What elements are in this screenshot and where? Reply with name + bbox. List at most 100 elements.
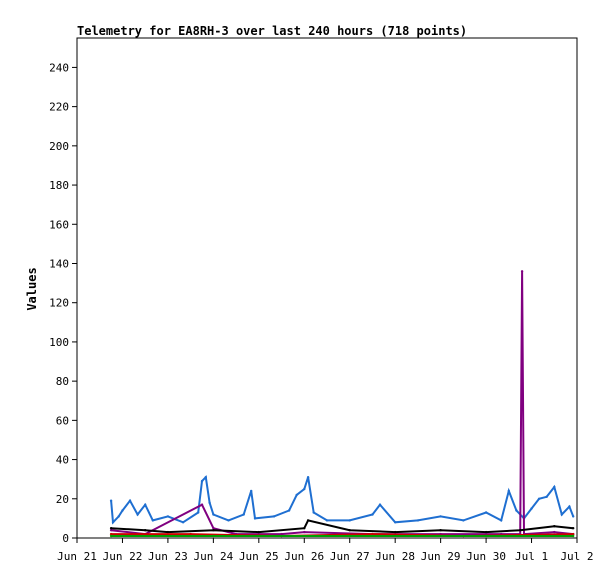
data-point — [303, 530, 306, 534]
data-point — [144, 503, 147, 506]
data-point — [109, 529, 113, 532]
data-point — [484, 530, 488, 534]
data-point — [572, 527, 575, 530]
y-tick-label: 220 — [49, 101, 69, 114]
data-point — [515, 509, 518, 512]
data-point — [572, 515, 575, 518]
data-point — [109, 532, 113, 536]
data-point — [109, 499, 113, 502]
data-point — [303, 527, 306, 530]
data-point — [303, 487, 306, 491]
data-point — [371, 532, 374, 536]
data-point — [189, 532, 192, 536]
y-tick-label: 140 — [49, 257, 69, 270]
chart-title: Telemetry for EA8RH-3 over last 240 hour… — [77, 24, 467, 38]
data-point — [166, 515, 170, 518]
x-tick-label: Jun 29 — [421, 550, 461, 563]
data-point — [242, 513, 245, 516]
data-point — [568, 505, 571, 508]
y-tick-label: 40 — [56, 454, 69, 467]
data-point — [462, 519, 465, 522]
data-point — [257, 530, 260, 534]
y-axis-label: Values — [25, 267, 39, 310]
y-tick-label: 240 — [49, 61, 69, 74]
data-point — [325, 519, 329, 522]
data-point — [287, 509, 291, 512]
data-point — [200, 479, 204, 483]
data-point — [416, 519, 420, 522]
x-tick-label: Jul 1 — [515, 550, 548, 563]
data-point — [348, 534, 351, 538]
x-tick-label: Jun 22 — [103, 550, 143, 563]
x-tick-label: Jul 2 — [560, 550, 593, 563]
data-point — [560, 513, 563, 516]
x-tick-label: Jun 24 — [193, 550, 233, 563]
y-tick-label: 60 — [56, 414, 69, 427]
data-point — [484, 534, 488, 538]
y-tick-label: 180 — [49, 179, 69, 192]
y-tick-label: 20 — [56, 493, 69, 506]
y-tick-label: 200 — [49, 140, 69, 153]
y-axis: 0 20 40 60 80 100 120 140 160 180 200 220 240 — [49, 61, 77, 545]
y-tick-label: 80 — [56, 375, 69, 388]
data-point — [439, 515, 442, 518]
data-point — [272, 515, 276, 518]
data-point — [572, 534, 575, 538]
x-tick-label: Jun 21 — [57, 550, 97, 563]
x-tick-label: Jun 25 — [239, 550, 279, 563]
data-point — [394, 521, 397, 524]
data-point — [212, 527, 215, 530]
data-point — [280, 532, 283, 536]
data-point — [348, 529, 351, 532]
series-line-3 — [111, 519, 574, 534]
data-point — [166, 530, 170, 534]
data-point — [439, 529, 442, 532]
data-point — [111, 521, 115, 524]
data-point — [136, 513, 139, 516]
data-point — [181, 521, 185, 524]
data-point — [250, 489, 253, 493]
x-tick-label: Jun 23 — [148, 550, 188, 563]
data-point — [520, 270, 524, 273]
data-point — [212, 534, 215, 538]
data-point — [545, 495, 548, 498]
y-tick-label: 120 — [49, 297, 69, 310]
data-point — [208, 501, 211, 504]
data-point — [306, 476, 310, 479]
data-point — [253, 517, 257, 520]
x-tick-label: Jun 30 — [466, 550, 506, 563]
data-point — [394, 530, 397, 534]
data-point — [128, 499, 132, 502]
data-point — [530, 507, 533, 510]
data-point — [204, 476, 207, 479]
plot-area-frame — [76, 37, 578, 539]
data-point — [312, 511, 315, 514]
y-tick-label: 100 — [49, 336, 69, 349]
data-point — [553, 525, 556, 528]
data-point — [572, 532, 575, 536]
data-point — [537, 497, 541, 500]
x-axis: Jun 21 Jun 22 Jun 23 Jun 24 Jun 25 Jun 26 Jun … — [57, 538, 594, 563]
data-point — [371, 513, 374, 516]
data-point — [484, 511, 488, 514]
data-point — [553, 485, 556, 489]
data-point — [500, 519, 503, 522]
data-point — [151, 519, 154, 522]
data-point — [378, 503, 382, 506]
data-point — [507, 489, 510, 493]
data-point — [306, 519, 310, 522]
data-point — [121, 509, 124, 512]
data-point — [109, 534, 113, 538]
data-point — [295, 493, 298, 497]
data-point — [117, 515, 120, 518]
data-point — [200, 503, 204, 506]
data-point — [197, 511, 200, 514]
data-point — [212, 513, 215, 516]
y-tick-label: 0 — [62, 532, 69, 545]
data-point — [144, 529, 147, 532]
data-point — [519, 529, 522, 532]
data-point — [212, 529, 215, 532]
x-tick-label: Jun 27 — [330, 550, 370, 563]
data-point — [109, 527, 113, 530]
